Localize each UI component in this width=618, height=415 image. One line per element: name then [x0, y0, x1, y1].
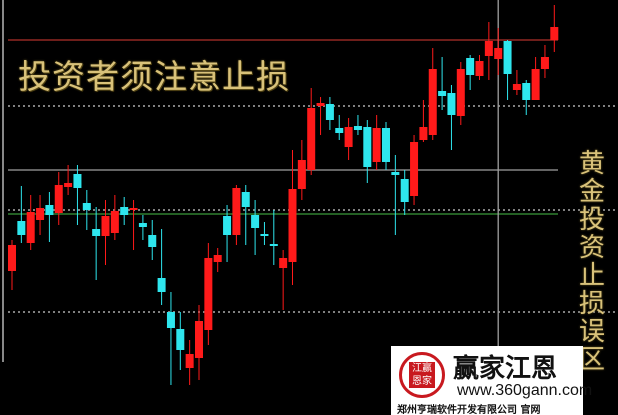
candle-up: [484, 41, 493, 56]
candle-down: [157, 278, 166, 292]
candle-up: [297, 160, 306, 189]
candle-up: [410, 142, 419, 196]
candle-down: [92, 229, 101, 236]
candle-down: [138, 223, 147, 227]
candle-down: [400, 179, 409, 202]
company-name: 郑州亨瑞软件开发有限公司 官网: [397, 405, 541, 415]
candle-down: [382, 128, 390, 162]
candle-down: [73, 174, 82, 188]
candle-down: [447, 93, 456, 115]
brand-name: 赢家江恩: [453, 354, 558, 384]
candle-up: [344, 127, 353, 147]
candle-down: [335, 128, 344, 133]
candle-up: [512, 84, 521, 90]
candle-up: [316, 103, 325, 106]
candle-up: [540, 57, 549, 69]
candle-down: [176, 329, 185, 350]
candle-up: [36, 208, 45, 220]
candle-up: [550, 27, 559, 40]
candle-down: [522, 83, 531, 100]
candle-down: [17, 221, 26, 235]
candle-down: [148, 235, 157, 247]
candle-down: [223, 216, 232, 235]
candle-up: [110, 211, 119, 233]
candle-down: [251, 215, 260, 228]
candle-up: [531, 69, 540, 100]
candle-up: [307, 108, 316, 170]
seal-logo: 江赢恩家: [399, 352, 445, 398]
candle-up: [195, 321, 203, 358]
candle-up: [428, 69, 437, 135]
candle-down: [391, 172, 400, 175]
side-title: 黄金投资止损误区: [578, 149, 605, 375]
website-url: www.360gann.com: [457, 382, 593, 399]
candle-down: [363, 127, 372, 167]
candle-up: [26, 212, 35, 243]
candle-up: [456, 69, 465, 116]
candle-up: [419, 127, 428, 140]
candle-down: [82, 203, 91, 210]
candle-down: [260, 234, 269, 236]
candle-down: [503, 41, 512, 74]
candle-up: [101, 216, 110, 236]
candle-down: [466, 58, 475, 75]
candle-up: [54, 185, 63, 213]
candle-down: [45, 205, 54, 215]
candle-up: [494, 48, 503, 59]
candle-up: [475, 61, 484, 76]
seal-text: 江赢恩家: [409, 362, 435, 388]
candle-down: [438, 91, 447, 96]
logo-banner: 江赢恩家 赢家江恩 www.360gann.com 郑州亨瑞软件开发有限公司 官…: [391, 346, 592, 415]
candle-down: [269, 244, 278, 246]
candle-up: [288, 189, 297, 262]
candle-up: [279, 258, 288, 268]
candle-down: [325, 104, 334, 120]
candle-down: [120, 207, 129, 215]
chart-title: 投资者须注意止损: [18, 57, 290, 96]
candle-up: [213, 255, 222, 262]
candle-up: [372, 128, 381, 162]
candle-down: [353, 126, 362, 130]
candle-down: [166, 312, 175, 328]
candle-down: [241, 192, 250, 207]
candle-up: [129, 208, 138, 210]
candle-up: [64, 183, 73, 187]
candle-up: [204, 258, 213, 330]
candle-up: [232, 188, 241, 235]
candle-up: [185, 354, 194, 368]
candle-up: [8, 245, 16, 271]
